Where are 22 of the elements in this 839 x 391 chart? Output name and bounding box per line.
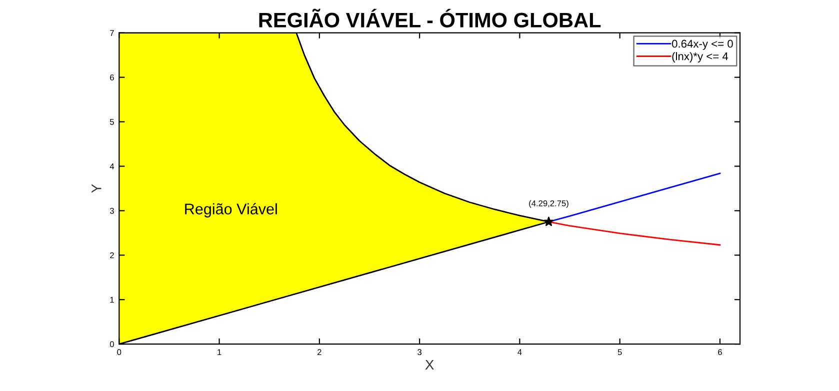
y-tick-label: 2 (110, 252, 114, 258)
y-tick-label: 4 (110, 164, 114, 170)
y-tick-label: 1 (110, 296, 114, 303)
y-tick-label: 7 (110, 30, 114, 36)
y-tick-label: 6 (110, 74, 114, 80)
x-tick-label: 6 (718, 349, 722, 356)
annotation: (4.29,2.75) (529, 200, 568, 208)
x-tick-label: 5 (618, 349, 622, 356)
chart-title: REGIÃO VIÁVEL - ÓTIMO GLOBAL (259, 8, 601, 28)
y-tick-label: 5 (110, 119, 114, 125)
x-tick-label: 4 (518, 349, 522, 355)
legend-label: (lnx)*y <= 4 (672, 52, 728, 62)
annotation: Região Viável (185, 203, 277, 218)
x-tick-label: 3 (418, 349, 422, 356)
y-tick-label: 0 (110, 341, 114, 348)
x-axis-title: X (425, 360, 434, 370)
x-tick-label: 2 (318, 349, 322, 355)
y-axis-title: Y (92, 184, 102, 193)
x-tick-label: 1 (218, 349, 222, 355)
y-tick-label: 3 (110, 208, 114, 214)
x-tick-label: 0 (117, 349, 122, 356)
legend-label: 0.64x-y <= 0 (672, 40, 733, 50)
